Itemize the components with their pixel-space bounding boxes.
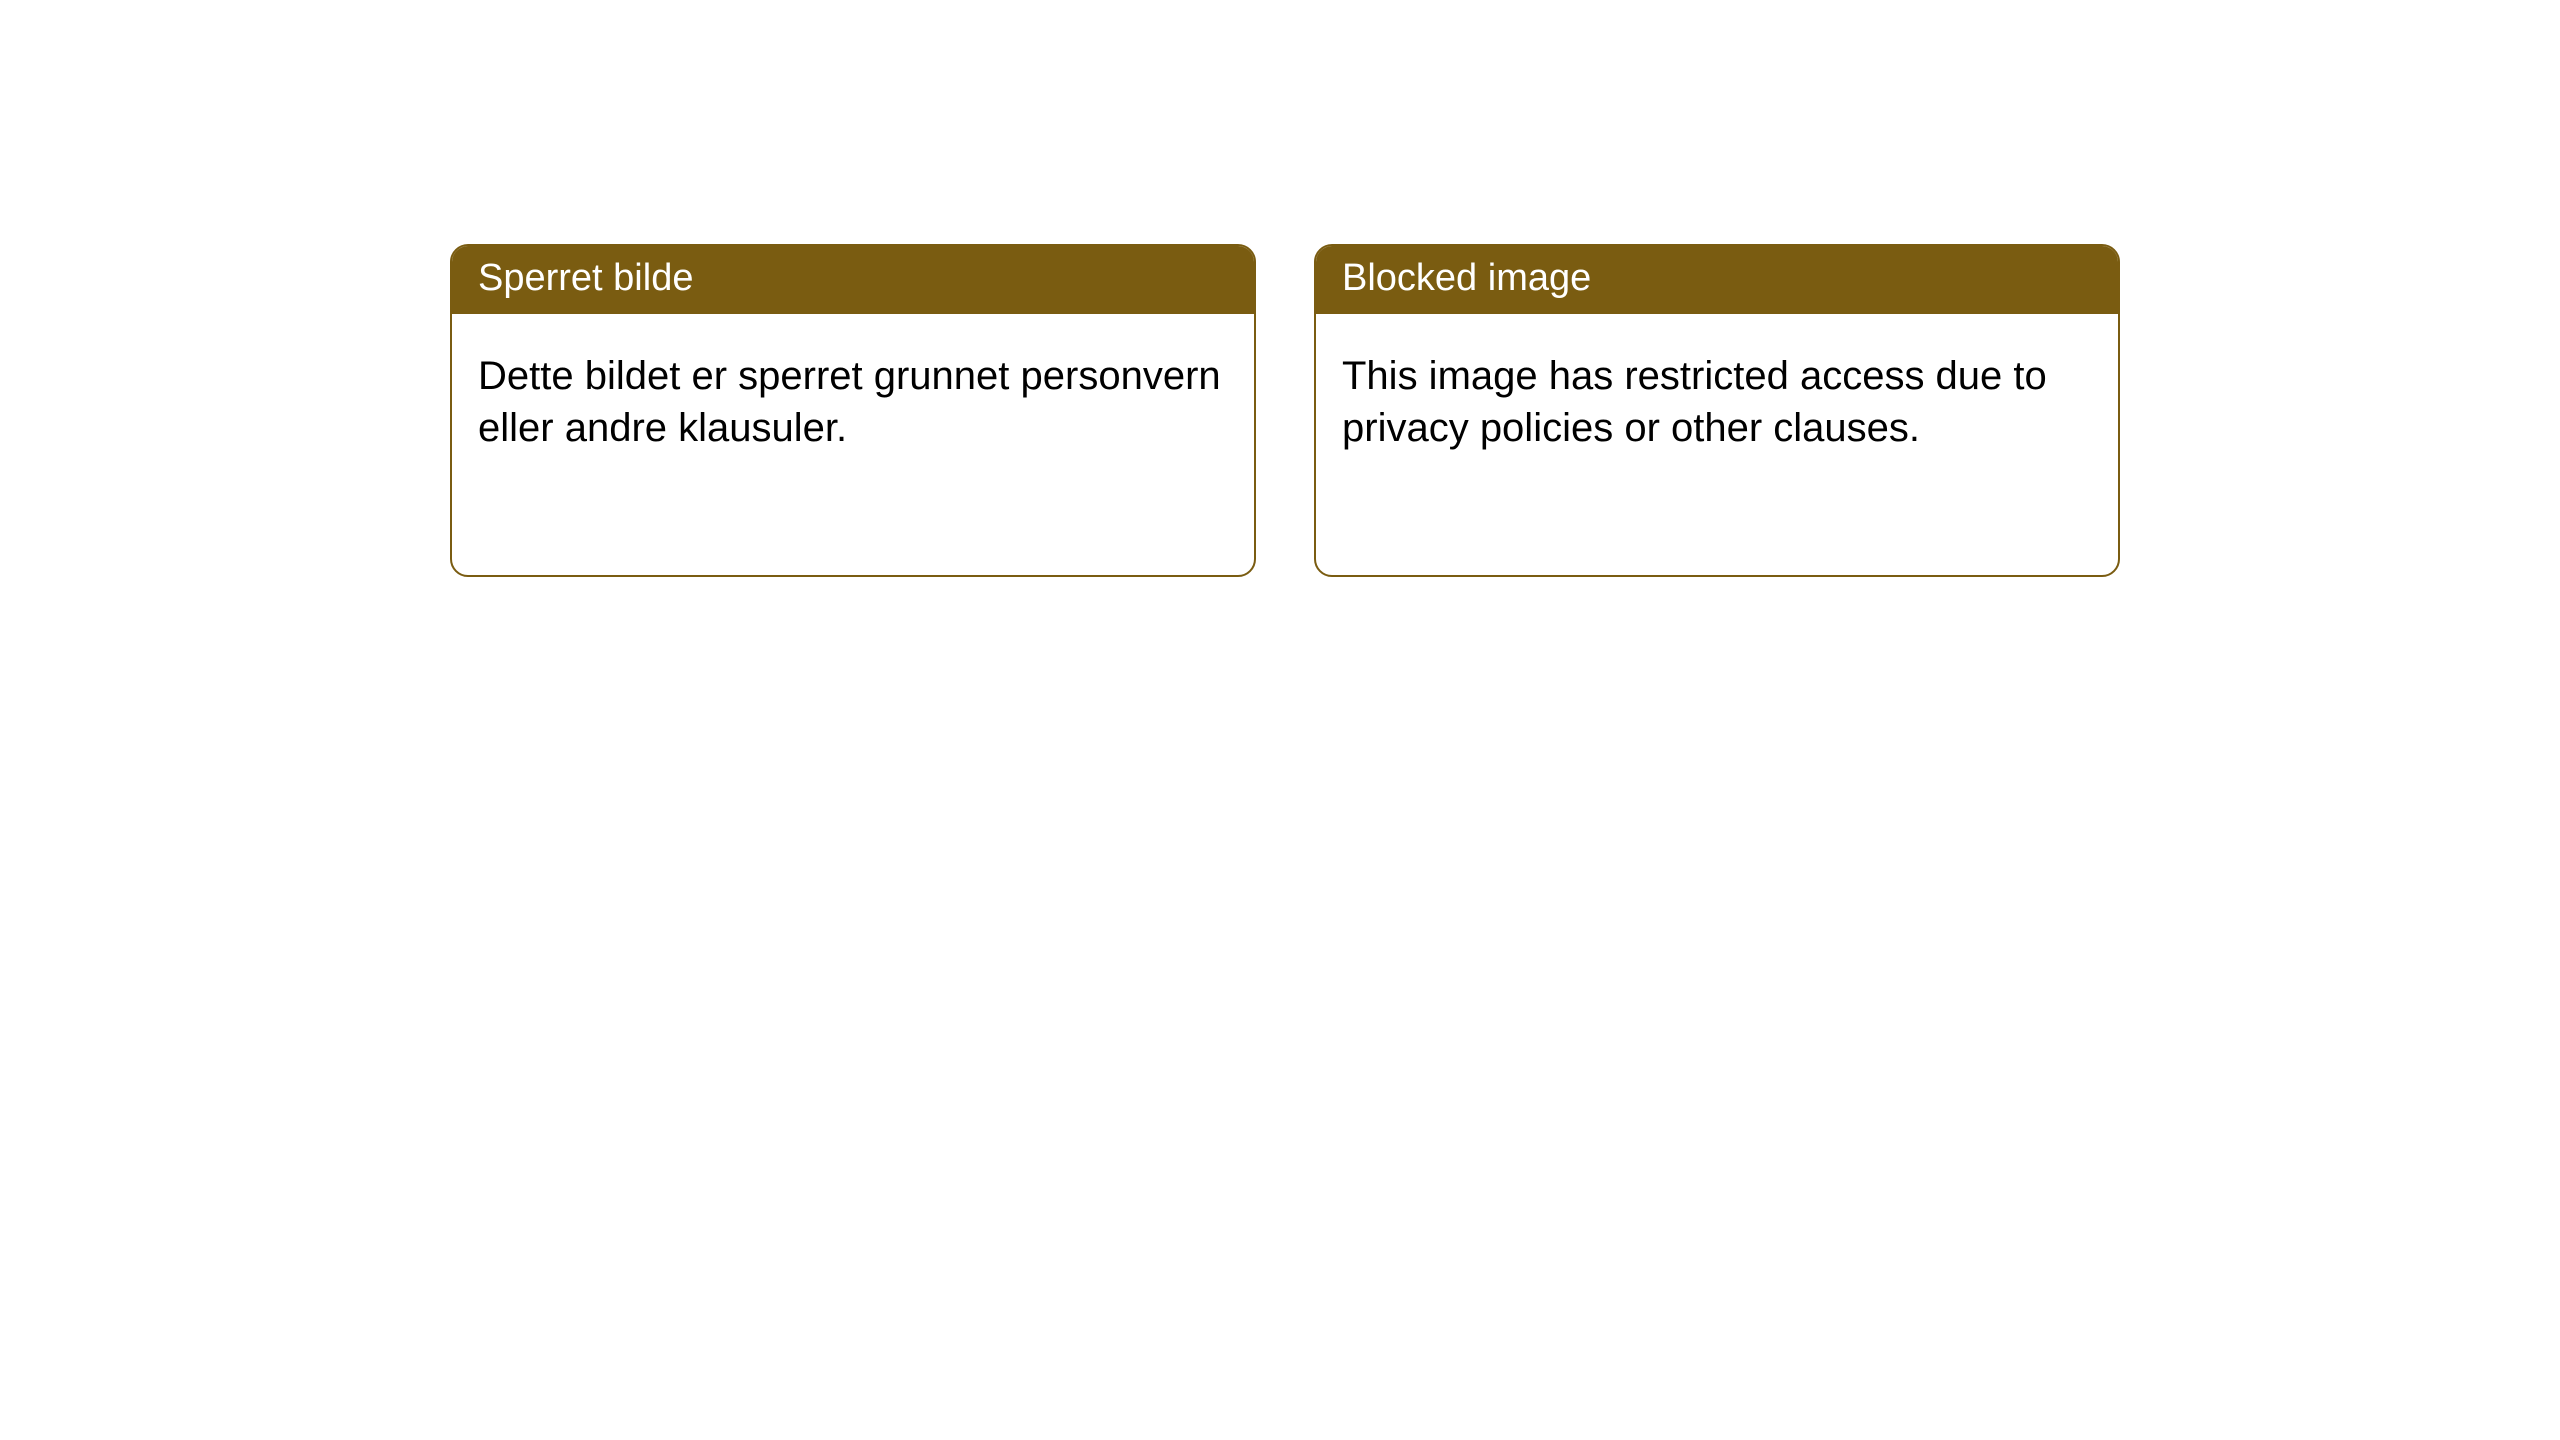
notice-body-text: Dette bildet er sperret grunnet personve… <box>478 354 1221 450</box>
notice-title: Sperret bilde <box>478 257 693 299</box>
notice-body: Dette bildet er sperret grunnet personve… <box>452 314 1254 480</box>
notice-header: Sperret bilde <box>452 246 1254 314</box>
notice-card-english: Blocked image This image has restricted … <box>1314 244 2120 577</box>
notice-header: Blocked image <box>1316 246 2118 314</box>
notice-container: Sperret bilde Dette bildet er sperret gr… <box>0 0 2560 577</box>
notice-body-text: This image has restricted access due to … <box>1342 354 2047 450</box>
notice-title: Blocked image <box>1342 257 1591 299</box>
notice-body: This image has restricted access due to … <box>1316 314 2118 480</box>
notice-card-norwegian: Sperret bilde Dette bildet er sperret gr… <box>450 244 1256 577</box>
